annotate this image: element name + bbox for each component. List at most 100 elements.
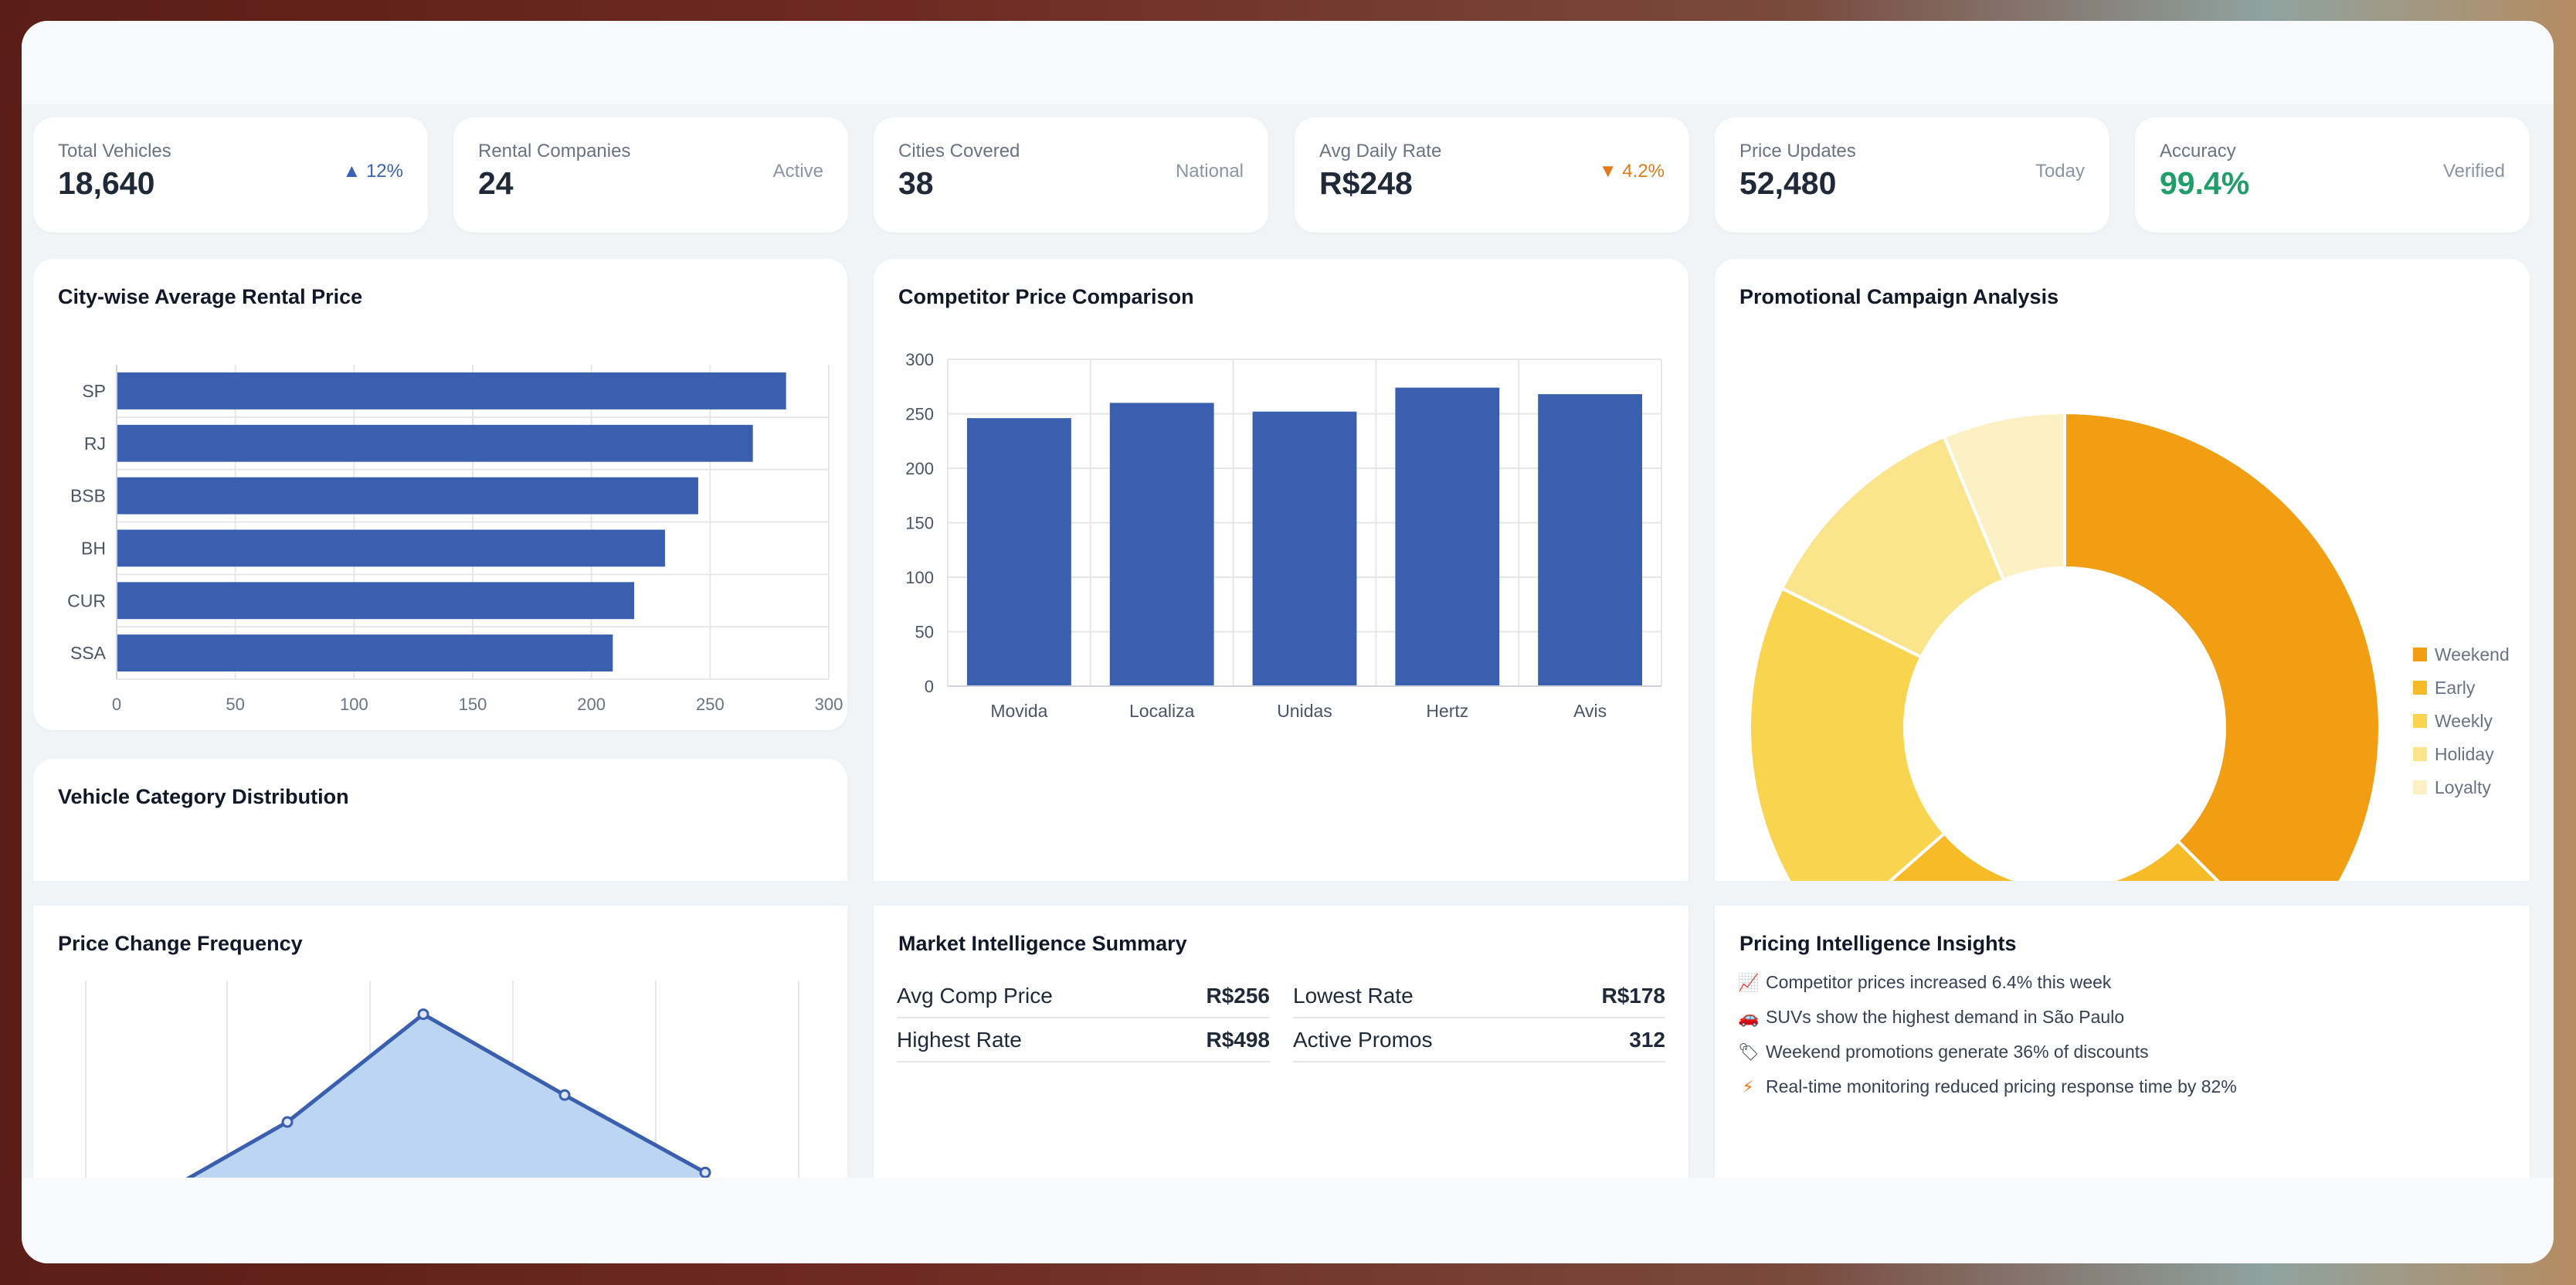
summary-row-lowest-rate: Lowest Rate R$178: [1293, 975, 1665, 1018]
panel-title: Competitor Price Comparison: [898, 285, 1194, 308]
y-tick-label: 0: [925, 677, 934, 696]
lightning-icon: ⚡: [1742, 1076, 1754, 1096]
y-tick-label: 250: [905, 405, 934, 424]
city-price-chart: 0 50 100 150 200 250 300 SP RJ BSB BH CUR SSA: [67, 365, 843, 714]
kpi-trend-badge: ▲ 12%: [342, 161, 403, 182]
y-tick-label: RJ: [84, 433, 106, 454]
slice-holiday: [1780, 434, 2006, 660]
kpi-status-badge: National: [1175, 161, 1244, 182]
x-tick-label: 300: [815, 695, 843, 714]
row-gap: [22, 881, 2554, 906]
panel-title: Pricing Intelligence Insights: [1739, 932, 2017, 955]
insight-item: 📈 Competitor prices increased 6.4% this …: [1738, 972, 2111, 993]
insight-item: ⚡ Real-time monitoring reduced pricing r…: [1738, 1076, 2237, 1097]
kpi-label: Price Updates: [1739, 141, 1856, 161]
bar-movida: [967, 418, 1071, 686]
summary-label: Avg Comp Price: [897, 984, 1053, 1008]
insight-text: Real-time monitoring reduced pricing res…: [1766, 1076, 2237, 1096]
insight-item: 🏷 Weekend promotions generate 36% of dis…: [1738, 1042, 2149, 1062]
x-tick-label: Unidas: [1277, 701, 1332, 721]
legend-label: Weekly: [2435, 711, 2493, 731]
dashboard-window: Total Vehicles 18,640 ▲ 12% Rental Compa…: [22, 21, 2554, 1263]
y-tick-label: BSB: [70, 486, 106, 506]
x-tick-label: Avis: [1573, 701, 1607, 721]
kpi-value: 24: [478, 165, 514, 201]
bar-rj: [117, 424, 753, 462]
slice-loyalty: [1942, 410, 2066, 583]
x-tick-label: Movida: [990, 701, 1047, 721]
x-tick-label: 250: [696, 695, 725, 714]
panel-title: Promotional Campaign Analysis: [1739, 285, 2059, 308]
kpi-card-accuracy: Accuracy 99.4% Verified: [2135, 117, 2530, 233]
bar-avis: [1538, 394, 1642, 686]
kpi-value: 38: [898, 165, 934, 201]
x-tick-label: Localiza: [1129, 701, 1195, 721]
kpi-card-avg-daily-rate: Avg Daily Rate R$248 ▼ 4.2%: [1295, 117, 1689, 233]
x-tick-label: 100: [340, 695, 368, 714]
y-tick-label: 300: [905, 350, 934, 369]
insight-text: SUVs show the highest demand in São Paul…: [1766, 1007, 2125, 1027]
bar-cur: [117, 582, 634, 620]
kpi-card-price-updates: Price Updates 52,480 Today: [1715, 117, 2109, 233]
kpi-status-badge: Today: [2035, 161, 2085, 182]
kpi-label: Total Vehicles: [58, 141, 171, 161]
summary-value: R$178: [1601, 984, 1665, 1008]
kpi-value: 18,640: [58, 165, 155, 201]
panel-title: Price Change Frequency: [58, 932, 303, 955]
kpi-status-badge: Verified: [2442, 161, 2505, 182]
legend-swatch: [2413, 780, 2427, 794]
summary-value: R$498: [1206, 1028, 1270, 1052]
city-price-panel: City-wise Average Rental Price 0 50 100 150…: [33, 259, 847, 730]
bar-unidas: [1252, 411, 1357, 686]
summary-value: R$256: [1206, 984, 1270, 1008]
y-tick-label: 100: [905, 568, 934, 587]
bar-sp: [117, 372, 786, 410]
x-tick-label: 0: [112, 695, 121, 714]
car-icon: 🚗: [1738, 1007, 1760, 1027]
bar-localiza: [1109, 403, 1214, 686]
kpi-label: Accuracy: [2160, 141, 2236, 161]
y-tick-label: 150: [905, 514, 934, 533]
y-tick-label: SSA: [70, 643, 107, 663]
legend-label: Loyalty: [2435, 777, 2491, 797]
panel-title: Market Intelligence Summary: [898, 932, 1187, 955]
insight-text: Competitor prices increased 6.4% this we…: [1766, 972, 2112, 992]
insight-text: Weekend promotions generate 36% of disco…: [1766, 1042, 2149, 1062]
kpi-value: 99.4%: [2160, 165, 2250, 201]
data-point: [281, 1116, 294, 1128]
y-tick-label: 200: [905, 459, 934, 478]
kpi-label: Cities Covered: [898, 141, 1020, 161]
kpi-status-badge: Active: [772, 161, 823, 182]
bar-bsb: [117, 477, 698, 515]
chart-icon: 📈: [1738, 972, 1760, 992]
tag-icon: 🏷: [1738, 1042, 1760, 1062]
panel-title: City-wise Average Rental Price: [58, 285, 363, 308]
kpi-card-rental-companies: Rental Companies 24 Active: [453, 117, 848, 233]
summary-row-highest-rate: Highest Rate R$498: [897, 1019, 1270, 1062]
legend-label: Holiday: [2435, 744, 2494, 764]
x-tick-label: Hertz: [1426, 701, 1468, 721]
competitor-price-chart: 0 50 100 150 200 250 300 Movida Localiza Unidas He…: [905, 350, 1662, 721]
legend-label: Weekend: [2435, 644, 2510, 665]
x-tick-label: 200: [577, 695, 606, 714]
x-tick-label: 150: [459, 695, 487, 714]
x-tick-label: 50: [226, 695, 244, 714]
panel-title: Vehicle Category Distribution: [58, 785, 349, 808]
legend-swatch: [2413, 681, 2427, 695]
bottom-bar: [22, 1178, 2554, 1263]
kpi-trend-badge: ▼ 4.2%: [1598, 161, 1665, 182]
insight-item: 🚗 SUVs show the highest demand in São Pa…: [1738, 1007, 2124, 1028]
y-tick-label: SP: [82, 381, 106, 401]
legend-swatch: [2413, 714, 2427, 728]
legend-swatch: [2413, 747, 2427, 761]
legend-label: Early: [2435, 678, 2476, 698]
data-point: [699, 1166, 711, 1178]
summary-label: Active Promos: [1293, 1028, 1433, 1052]
summary-row-active-promos: Active Promos 312: [1293, 1019, 1665, 1062]
kpi-label: Rental Companies: [478, 141, 631, 161]
data-point: [417, 1008, 429, 1021]
summary-row-avg-comp-price: Avg Comp Price R$256: [897, 975, 1270, 1018]
top-bar: [22, 21, 2554, 104]
kpi-value: R$248: [1319, 165, 1413, 201]
bar-hertz: [1395, 387, 1500, 686]
